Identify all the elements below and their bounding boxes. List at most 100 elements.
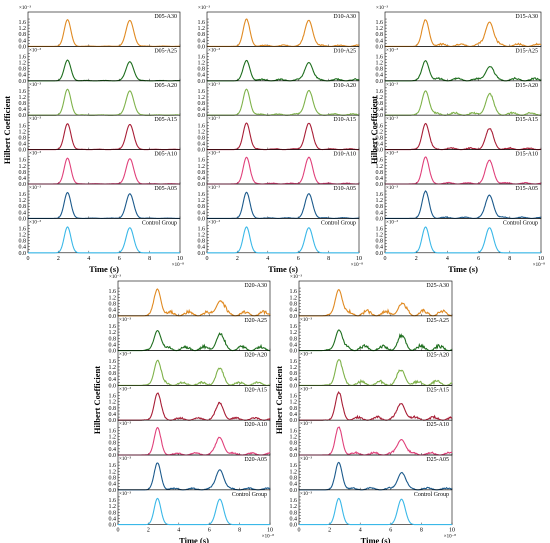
panel-title: D20-A15	[244, 387, 267, 393]
panel-y-exponent: ×10⁻³	[119, 421, 131, 427]
y-tick-label: 0.8	[198, 239, 206, 245]
y-tick-label: 0.4	[19, 176, 27, 182]
series-line	[118, 359, 271, 386]
panel-title: D05-A30	[154, 14, 177, 20]
y-tick-label: 1.6	[19, 158, 27, 164]
y-tick-label: 1.6	[290, 394, 298, 400]
y-tick-label: 0.4	[376, 107, 384, 113]
y-tick-label: 0.8	[376, 135, 384, 141]
y-tick-label: 1.2	[376, 95, 384, 101]
panel-d05-a20: 0.00.40.81.21.6×10⁻³ D05-A20	[19, 80, 181, 119]
y-tick-label: 1.6	[19, 54, 27, 60]
y-tick-label: 1.6	[198, 192, 206, 198]
y-tick-label: 1.2	[109, 504, 117, 510]
panel-title: D15-A15	[515, 117, 538, 123]
y-tick-label: 1.2	[376, 129, 384, 135]
y-tick-label: 0.4	[376, 176, 384, 182]
panel-y-exponent: ×10⁻³	[119, 456, 131, 462]
panel-title: D20-A25	[244, 318, 267, 324]
y-tick-label: 0.8	[198, 67, 206, 73]
y-tick-label: 1.2	[290, 400, 298, 406]
panel-d05-a30: 0.00.40.81.21.6 D05-A30	[19, 11, 181, 50]
y-tick-label: 0.8	[290, 336, 298, 342]
panel-control-group: 0.00.40.81.21.6×10⁻³ Control Group	[290, 489, 453, 529]
y-tick-label: 1.2	[198, 26, 206, 32]
y-tick-label: 0.0	[376, 113, 384, 119]
series-line	[118, 392, 271, 421]
y-tick-label: 0.8	[198, 170, 206, 176]
y-tick-label: 0.0	[109, 383, 117, 389]
panel-title: D25-A20	[426, 353, 449, 359]
y-tick-label: 0.0	[19, 113, 27, 119]
panel-title: D10-A20	[333, 83, 356, 89]
y-tick-label: 0.4	[290, 516, 298, 522]
y-tick-label: 0.4	[290, 412, 298, 418]
panel-y-exponent: ×10⁻³	[29, 185, 41, 191]
panel-title: D20-A05	[244, 457, 267, 463]
panel-title: D15-A10	[515, 152, 538, 158]
y-tick-label: 0.0	[376, 251, 384, 257]
y-tick-label: 1.6	[198, 123, 206, 129]
y-tick-label: 0.0	[376, 44, 384, 50]
y-tick-label: 0.8	[290, 406, 298, 412]
y-tick-label: 0.8	[109, 510, 117, 516]
series-line	[207, 156, 360, 185]
y-tick-label: 1.6	[290, 428, 298, 434]
series-line	[299, 461, 453, 491]
panel-title: D15-A05	[515, 186, 538, 192]
y-tick-label: 0.0	[198, 216, 206, 222]
y-axis-label: Hilbert Coefficient	[369, 96, 379, 164]
y-tick-label: 0.4	[290, 447, 298, 453]
panel-title: D20-A10	[244, 422, 267, 428]
y-tick-label: 1.6	[376, 226, 384, 232]
x-axis-label: Time (s)	[361, 536, 391, 543]
series-line	[207, 122, 360, 151]
y-tick-label: 0.8	[198, 204, 206, 210]
y-tick-label: 1.2	[19, 198, 27, 204]
series-line	[207, 59, 360, 82]
y-tick-label: 0.4	[376, 210, 384, 216]
y-tick-label: 0.8	[290, 441, 298, 447]
x-tick-label: 6	[208, 528, 211, 534]
x-tick-label: 8	[148, 256, 151, 262]
y-tick-label: 1.2	[376, 61, 384, 67]
y-tick-label: 1.6	[376, 54, 384, 60]
series-line	[28, 191, 181, 219]
panel-y-exponent: ×10⁻³	[208, 82, 220, 88]
y-tick-label: 0.0	[198, 182, 206, 188]
y-tick-label: 0.0	[376, 148, 384, 154]
y-tick-label: 0.4	[376, 38, 384, 44]
panel-d25-a20: 0.00.40.81.21.6×10⁻³ D25-A20	[290, 350, 453, 389]
y-tick-label: 1.2	[290, 330, 298, 336]
y-exponent: ×10⁻³	[376, 5, 388, 11]
series-line	[385, 19, 542, 47]
x-tick-label: 8	[420, 528, 423, 534]
y-tick-label: 1.6	[19, 123, 27, 129]
series-line	[299, 497, 452, 526]
y-tick-label: 1.2	[109, 295, 117, 301]
y-axis-label: Hilbert Coefficient	[274, 366, 284, 434]
panel-title: D10-A30	[333, 14, 356, 20]
y-tick-label: 1.6	[19, 89, 27, 95]
y-tick-label: 0.0	[19, 251, 27, 257]
y-tick-label: 1.2	[109, 469, 117, 475]
panel-d20-a20: 0.00.40.81.21.6×10⁻³ D20-A20	[109, 350, 271, 389]
x-tick-label: 2	[236, 256, 239, 262]
series-line	[385, 226, 541, 254]
y-tick-label: 0.0	[290, 523, 298, 529]
panel-y-exponent: ×10⁻³	[300, 352, 312, 358]
panel-y-exponent: ×10⁻³	[29, 219, 41, 225]
x-tick-label: 10	[177, 256, 183, 262]
y-tick-label: 0.0	[109, 523, 117, 529]
x-tick-label: 0	[298, 528, 301, 534]
y-exponent: ×10⁻³	[198, 5, 210, 11]
y-tick-label: 1.6	[109, 498, 117, 504]
y-exponent: ×10⁻³	[290, 274, 302, 280]
y-tick-label: 0.4	[198, 38, 206, 44]
panel-control-group: 0.00.40.81.21.6×10⁻³ Control Group	[376, 218, 542, 257]
panel-d20-a15: 0.00.40.81.21.6×10⁻³ D20-A15	[109, 385, 271, 424]
panel-group-d10: ×10⁻³0.00.40.81.21.6D10-A300.00.40.81.21…	[198, 5, 364, 274]
y-tick-label: 1.2	[290, 365, 298, 371]
y-tick-label: 0.4	[19, 38, 27, 44]
